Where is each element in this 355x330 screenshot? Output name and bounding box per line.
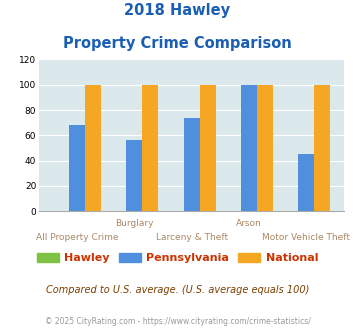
Legend: Hawley, Pennsylvania, National: Hawley, Pennsylvania, National (32, 248, 323, 268)
Bar (257, 85, 273, 211)
Bar (142, 85, 158, 211)
Text: © 2025 CityRating.com - https://www.cityrating.com/crime-statistics/: © 2025 CityRating.com - https://www.city… (45, 317, 310, 326)
Bar (126, 140, 142, 211)
Bar (69, 125, 85, 211)
Text: Motor Vehicle Theft: Motor Vehicle Theft (262, 233, 350, 242)
Text: Arson: Arson (236, 219, 262, 228)
Text: Property Crime Comparison: Property Crime Comparison (63, 36, 292, 51)
Bar (315, 85, 331, 211)
Bar (241, 85, 257, 211)
Text: Compared to U.S. average. (U.S. average equals 100): Compared to U.S. average. (U.S. average … (46, 285, 309, 295)
Bar (85, 85, 101, 211)
Bar (200, 85, 216, 211)
Text: 2018 Hawley: 2018 Hawley (125, 3, 230, 18)
Text: Burglary: Burglary (115, 219, 154, 228)
Bar (298, 154, 315, 211)
Text: Larceny & Theft: Larceny & Theft (155, 233, 228, 242)
Bar (184, 117, 200, 211)
Text: All Property Crime: All Property Crime (36, 233, 118, 242)
